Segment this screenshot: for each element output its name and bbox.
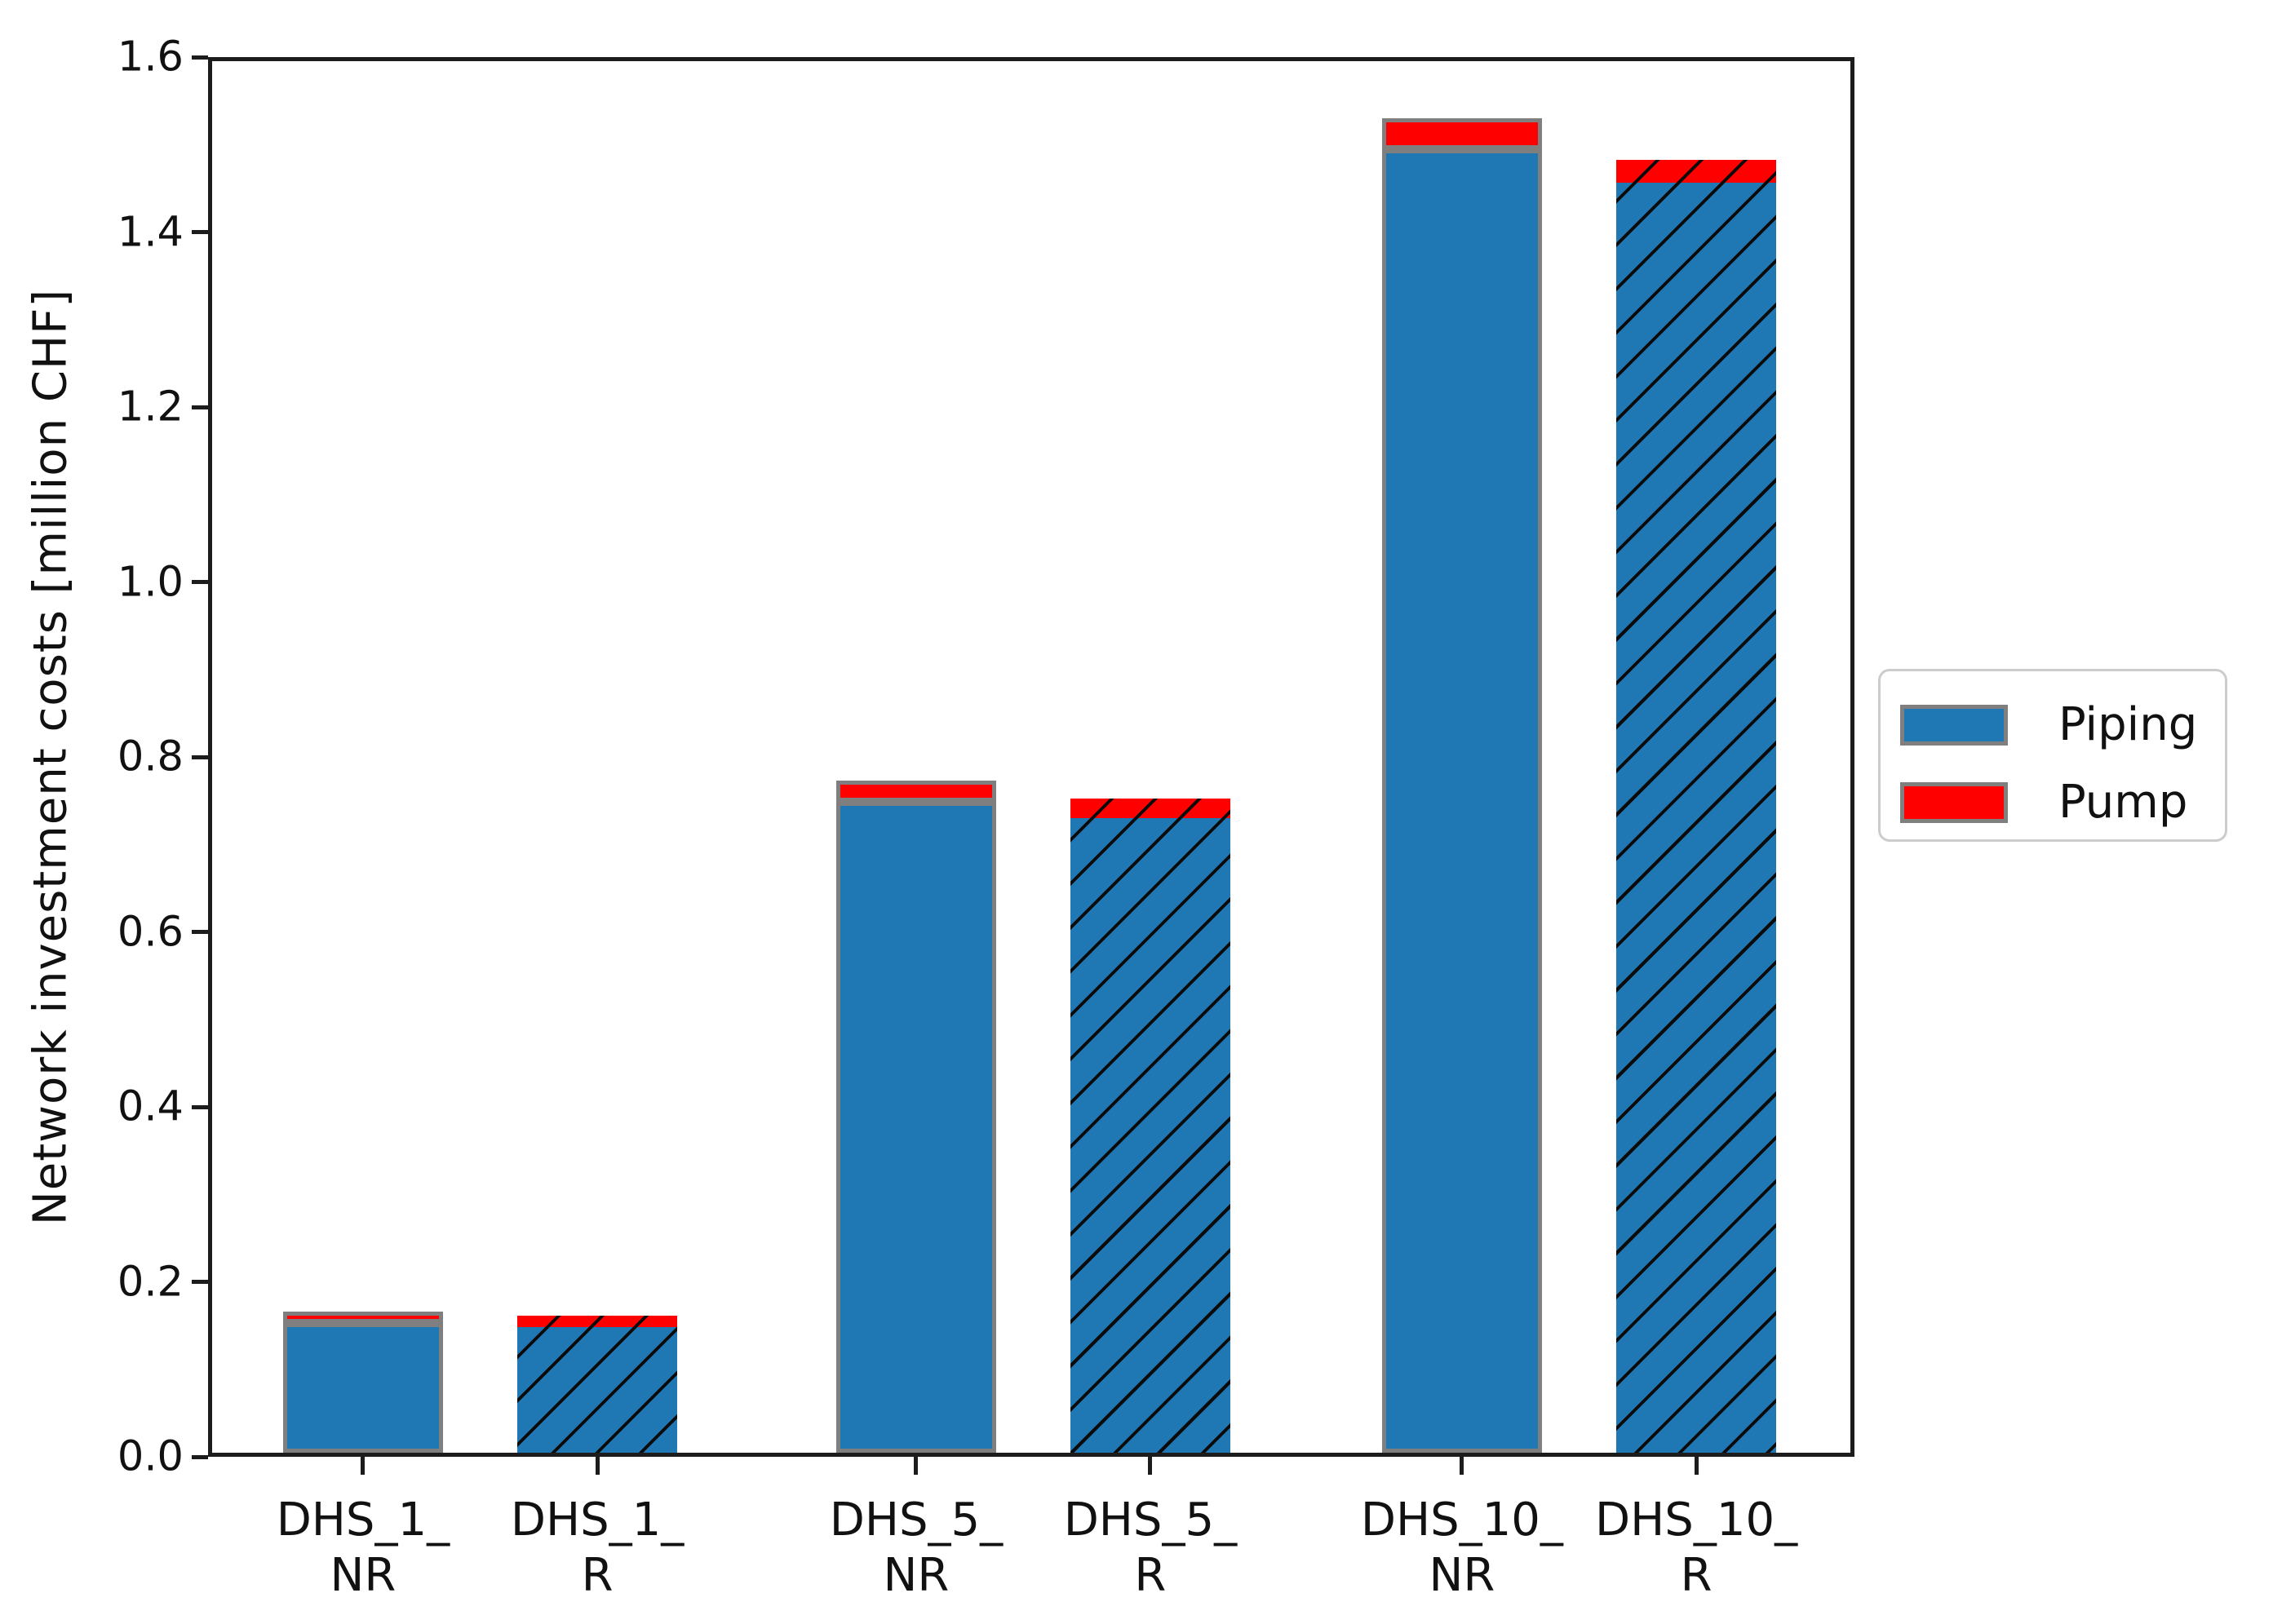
x-tick-label-line: DHS_1_ — [276, 1493, 450, 1547]
x-tick-mark — [1148, 1457, 1153, 1475]
legend-item-piping: Piping — [1900, 698, 2197, 751]
x-tick-label-line: DHS_5_ — [1063, 1493, 1238, 1547]
bar-piping-segment — [1381, 149, 1542, 1453]
y-tick-mark — [192, 580, 208, 584]
x-tick-label: DHS_1_ R — [511, 1493, 684, 1604]
bar-DHS_5_NR — [835, 781, 996, 1453]
y-tick-label: 0.2 — [117, 1258, 184, 1306]
y-tick-label: 0.4 — [117, 1082, 184, 1131]
hatch-pattern — [1616, 160, 1777, 1453]
x-tick-label: DHS_5_ R — [1064, 1493, 1237, 1604]
x-tick-mark — [1460, 1457, 1464, 1475]
y-tick-mark — [192, 230, 208, 234]
y-tick-label: 1.6 — [117, 33, 184, 82]
y-tick-mark — [192, 55, 208, 60]
y-tick-label: 0.8 — [117, 732, 184, 781]
legend: Piping Pump — [1878, 669, 2227, 842]
legend-item-pump: Pump — [1900, 776, 2187, 829]
legend-label-piping: Piping — [2058, 698, 2198, 751]
y-tick-label: 1.0 — [117, 558, 184, 606]
y-tick-mark — [192, 1280, 208, 1284]
bar-DHS_1_NR — [282, 1312, 443, 1453]
y-tick-label: 1.4 — [117, 208, 184, 256]
x-tick-label: DHS_10_ NR — [1361, 1493, 1563, 1604]
bar-pump-segment — [835, 781, 996, 802]
hatch-pattern — [517, 1316, 678, 1453]
bar-DHS_1_R — [517, 1316, 678, 1453]
legend-swatch-pump — [1900, 781, 2008, 823]
y-tick-mark — [192, 1104, 208, 1109]
legend-swatch-piping — [1900, 704, 2008, 746]
y-tick-label: 0.0 — [117, 1432, 184, 1481]
x-tick-label-line: DHS_5_ — [829, 1493, 1004, 1547]
x-tick-label-line: R — [1134, 1549, 1167, 1603]
x-tick-label-line: R — [581, 1549, 614, 1603]
y-tick-label: 0.6 — [117, 908, 184, 956]
y-tick-mark — [192, 405, 208, 409]
y-tick-mark — [192, 1454, 208, 1459]
bar-DHS_5_R — [1070, 799, 1230, 1453]
plot-area — [208, 57, 1854, 1457]
x-tick-label-line: NR — [883, 1549, 950, 1603]
x-tick-mark — [914, 1457, 919, 1475]
bar-piping-segment — [835, 802, 996, 1453]
x-tick-label: DHS_1_ NR — [277, 1493, 450, 1604]
y-tick-mark — [192, 930, 208, 934]
x-tick-mark — [361, 1457, 366, 1475]
x-tick-mark — [595, 1457, 600, 1475]
bar-piping-segment — [282, 1323, 443, 1453]
hatch-pattern — [1070, 799, 1230, 1453]
x-tick-label: DHS_5_ NR — [830, 1493, 1003, 1604]
bar-pump-segment — [1381, 118, 1542, 149]
y-tick-mark — [192, 754, 208, 759]
bar-DHS_10_NR — [1381, 118, 1542, 1453]
x-tick-label: DHS_10_ R — [1595, 1493, 1797, 1604]
y-tick-label: 1.2 — [117, 383, 184, 431]
bar-DHS_10_R — [1616, 160, 1777, 1453]
x-tick-label-line: DHS_10_ — [1595, 1493, 1798, 1547]
bar-pump-segment — [282, 1312, 443, 1323]
x-tick-label-line: NR — [330, 1549, 397, 1603]
x-tick-label-line: DHS_1_ — [510, 1493, 685, 1547]
x-tick-label-line: R — [1680, 1549, 1713, 1603]
x-tick-label-line: DHS_10_ — [1360, 1493, 1563, 1547]
x-tick-label-line: NR — [1429, 1549, 1495, 1603]
legend-label-pump: Pump — [2058, 776, 2188, 829]
x-tick-mark — [1694, 1457, 1699, 1475]
